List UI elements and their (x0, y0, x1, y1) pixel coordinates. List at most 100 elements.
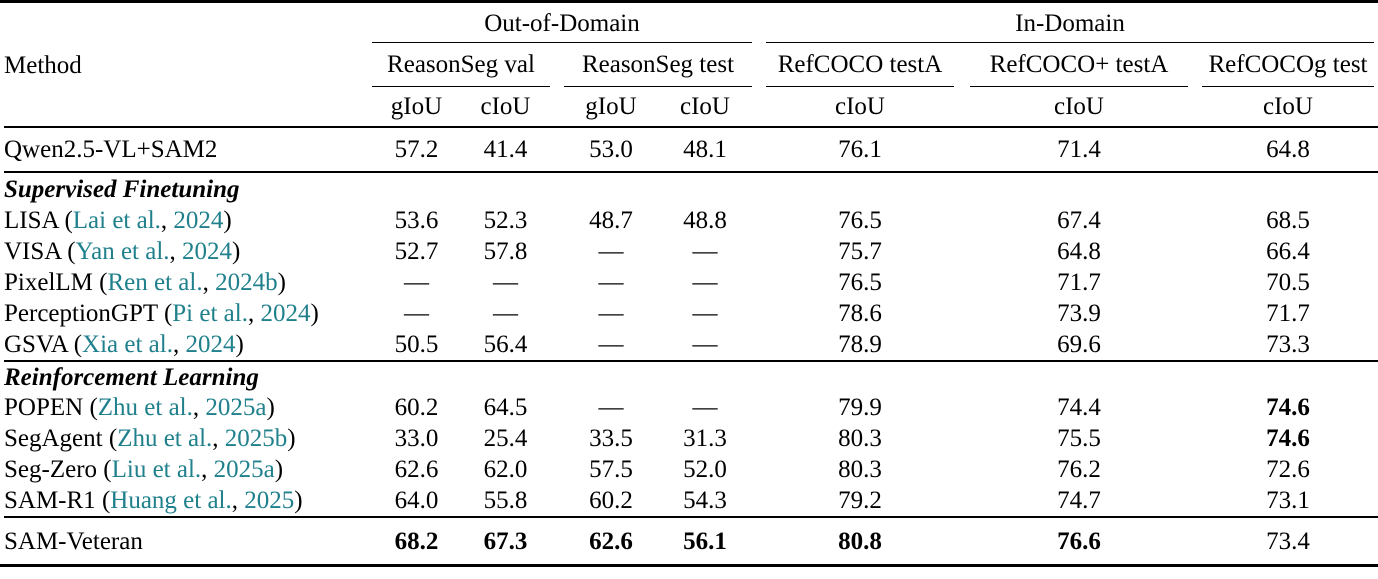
cell-value: — (493, 300, 518, 327)
method-name: PixelLM (Ren et al., 2024b) (4, 269, 286, 296)
cell-value: 71.4 (1057, 136, 1101, 163)
cell-value: 64.0 (394, 487, 439, 514)
method-name: SegAgent (Zhu et al., 2025b) (4, 425, 296, 452)
cell-value: 52.0 (683, 456, 727, 483)
method-name: SAM-R1 (Huang et al., 2025) (4, 487, 303, 514)
citation-link[interactable]: Xia et al. (82, 331, 173, 358)
dataset-header-reasonseg-test: ReasonSeg test (564, 43, 752, 87)
cell-value: 75.5 (1057, 425, 1101, 452)
cell-value: 75.7 (838, 238, 882, 265)
cell-value: 66.4 (1266, 238, 1310, 265)
cell-value: 48.8 (683, 207, 727, 234)
metric-header-giou: gIoU (585, 93, 637, 120)
cell-value-best: 80.8 (838, 527, 882, 555)
table-header-groups: Out-of-Domain In-Domain (4, 5, 1378, 43)
citation-link[interactable]: 2024 (167, 207, 224, 234)
citation-link[interactable]: Ren et al. (107, 269, 203, 296)
citation-link[interactable]: Huang et al. (110, 487, 232, 514)
cell-value: 53.6 (394, 207, 439, 234)
cell-value: — (692, 331, 718, 358)
cell-value: — (692, 269, 718, 296)
cell-value-best: 68.2 (394, 527, 439, 555)
citation-link[interactable]: 2024b (208, 269, 278, 296)
citation-link[interactable]: 2025 (238, 487, 295, 514)
cell-value: 54.3 (683, 487, 727, 514)
cell-value: 60.2 (589, 487, 633, 514)
cell-value: 56.4 (483, 331, 528, 358)
cell-value: 67.4 (1057, 207, 1101, 234)
cell-value: 52.7 (394, 238, 439, 265)
table-header-datasets: Method ReasonSeg val ReasonSeg test RefC… (4, 43, 1378, 87)
cell-value: 79.2 (838, 487, 882, 514)
metric-header-ciou: cIoU (1054, 93, 1104, 120)
cell-value: — (692, 394, 718, 421)
cell-value: — (692, 300, 718, 327)
cell-value: 48.7 (589, 207, 633, 234)
citation-link[interactable]: Liu et al. (111, 456, 202, 483)
method-name: GSVA (Xia et al., 2024) (4, 331, 244, 358)
cell-value: 33.5 (589, 425, 633, 452)
method-name: Qwen2.5-VL+SAM2 (4, 136, 218, 163)
method-name: LISA (Lai et al., 2024) (4, 207, 232, 234)
results-table: Out-of-Domain In-Domain Method ReasonSeg… (0, 0, 1378, 567)
citation-link[interactable]: 2024 (175, 238, 233, 265)
cell-value: — (404, 269, 429, 296)
table-row-gsva: GSVA (Xia et al., 2024) 50.5 56.4 — — 78… (4, 329, 1378, 360)
section-title: Supervised Finetuning (4, 175, 240, 203)
method-name: SAM-Veteran (4, 527, 143, 555)
method-column-header: Method (4, 51, 82, 79)
metric-header-ciou: cIoU (835, 93, 885, 120)
cell-value: — (598, 331, 624, 358)
citation-link[interactable]: 2025a (199, 394, 267, 421)
cell-value: — (493, 269, 518, 296)
cell-value: 80.3 (838, 456, 882, 483)
cell-value: — (404, 300, 429, 327)
citation-link[interactable]: Lai et al. (72, 207, 161, 234)
citation-link[interactable]: Pi et al. (172, 300, 248, 327)
cell-value: 70.5 (1266, 269, 1310, 296)
cell-value-best: 62.6 (589, 527, 633, 555)
cell-value: 48.1 (683, 136, 727, 163)
method-name: VISA (Yan et al., 2024) (4, 238, 241, 265)
cell-value: 41.4 (483, 136, 528, 163)
cell-value: 52.3 (483, 207, 528, 234)
cell-value: 80.3 (838, 425, 882, 452)
dataset-header-refcoco-testa: RefCOCO testA (766, 43, 954, 87)
dataset-header-refcocog-test: RefCOCOg test (1202, 43, 1374, 87)
cell-value: 64.8 (1057, 238, 1101, 265)
citation-link[interactable]: 2024 (254, 300, 311, 327)
cell-value: 72.6 (1266, 456, 1310, 483)
table-row-pixellm: PixelLM (Ren et al., 2024b) — — — — 76.5… (4, 267, 1378, 298)
cell-value: 53.0 (589, 136, 633, 163)
citation-link[interactable]: 2024 (179, 331, 236, 358)
cell-value: 50.5 (394, 331, 439, 358)
cell-value: 64.5 (483, 394, 528, 421)
cell-value: 60.2 (394, 394, 439, 421)
cell-value: 71.7 (1057, 269, 1101, 296)
cell-value: 57.5 (589, 456, 633, 483)
cell-value: 62.0 (483, 456, 528, 483)
table-header-metrics: gIoU cIoU gIoU cIoU cIoU cIoU cIoU (4, 87, 1378, 128)
dataset-header-refcoco-plus-testa: RefCOCO+ testA (970, 43, 1188, 87)
cell-value: — (598, 238, 624, 265)
cell-value: 64.8 (1266, 136, 1310, 163)
citation-link[interactable]: Zhu et al. (117, 425, 213, 452)
citation-link[interactable]: 2025b (218, 425, 288, 452)
method-name: Seg-Zero (Liu et al., 2025a) (4, 456, 284, 483)
table-row-visa: VISA (Yan et al., 2024) 52.7 57.8 — — 75… (4, 236, 1378, 267)
citation-link[interactable]: 2025a (207, 456, 275, 483)
cell-value: 78.6 (838, 300, 882, 327)
citation-link[interactable]: Zhu et al. (97, 394, 193, 421)
cell-value: 74.4 (1057, 394, 1101, 421)
cell-value: — (598, 269, 624, 296)
cell-value: 25.4 (483, 425, 528, 452)
section-row-supervised-finetuning: Supervised Finetuning (4, 173, 1378, 205)
table-row-lisa: LISA (Lai et al., 2024) 53.6 52.3 48.7 4… (4, 205, 1378, 236)
cell-value: 73.1 (1266, 487, 1310, 514)
citation-link[interactable]: Yan et al. (75, 238, 170, 265)
cell-value: 55.8 (483, 487, 528, 514)
table-row-segagent: SegAgent (Zhu et al., 2025b) 33.0 25.4 3… (4, 423, 1378, 454)
group-header-out-of-domain: Out-of-Domain (372, 5, 752, 43)
table-row-sam-r1: SAM-R1 (Huang et al., 2025) 64.0 55.8 60… (4, 485, 1378, 516)
